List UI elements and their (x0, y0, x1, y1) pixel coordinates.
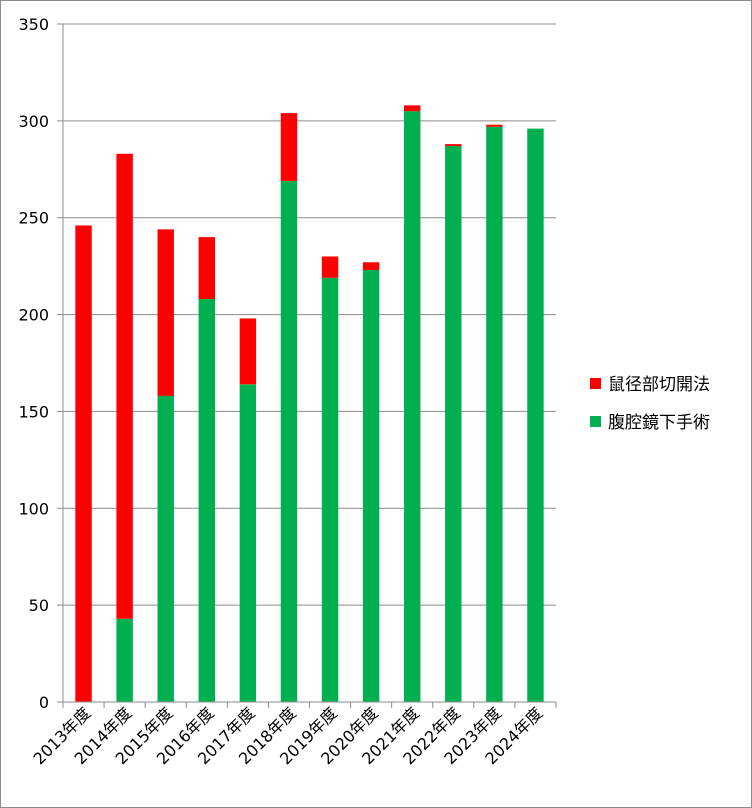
bar-segment-open (486, 124, 503, 127)
bar-segment-open (321, 256, 339, 278)
bar-segment-open (198, 237, 216, 300)
bar-segment-laparoscopic (116, 618, 133, 702)
bar-segment-open (445, 144, 462, 147)
bar-segment-laparoscopic (239, 384, 257, 702)
bar-segment-laparoscopic (280, 180, 298, 702)
legend-swatch (590, 416, 601, 427)
bar-segment-laparoscopic (403, 111, 421, 702)
y-tick-label: 200 (18, 306, 49, 325)
legend-label: 腹腔鏡下手術 (608, 413, 710, 433)
y-tick-label: 50 (29, 596, 49, 615)
bar-segment-laparoscopic (198, 299, 216, 702)
y-tick-label: 250 (18, 209, 49, 228)
bars (75, 105, 544, 703)
bar-segment-open (239, 318, 257, 385)
bar-segment-laparoscopic (362, 270, 380, 702)
y-tick-label: 300 (18, 112, 49, 131)
legend-label: 鼠径部切開法 (608, 375, 710, 395)
gridlines (63, 23, 556, 606)
y-axis-tick-labels: 0 50 100 150 200 250 300 350 (18, 15, 49, 712)
bar-segment-laparoscopic (445, 146, 462, 703)
legend-swatch (590, 378, 601, 389)
axes (57, 23, 557, 708)
bar-segment-open (280, 113, 298, 181)
bar-segment-open (116, 153, 133, 619)
bar-segment-laparoscopic (527, 128, 544, 702)
bar-segment-laparoscopic (157, 395, 174, 702)
bar-segment-laparoscopic (486, 126, 503, 702)
y-tick-label: 0 (39, 693, 49, 712)
bar-segment-laparoscopic (321, 277, 339, 702)
bar-segment-open (403, 105, 421, 112)
bar-segment-open (75, 225, 92, 702)
x-axis-category-labels: 2013年度2014年度2015年度2016年度2017年度2018年度2019… (30, 703, 547, 768)
y-tick-label: 350 (18, 15, 49, 34)
bar-segment-open (362, 262, 380, 271)
y-tick-label: 100 (18, 499, 49, 518)
bar-segment-open (157, 229, 174, 396)
y-tick-label: 150 (18, 402, 49, 421)
